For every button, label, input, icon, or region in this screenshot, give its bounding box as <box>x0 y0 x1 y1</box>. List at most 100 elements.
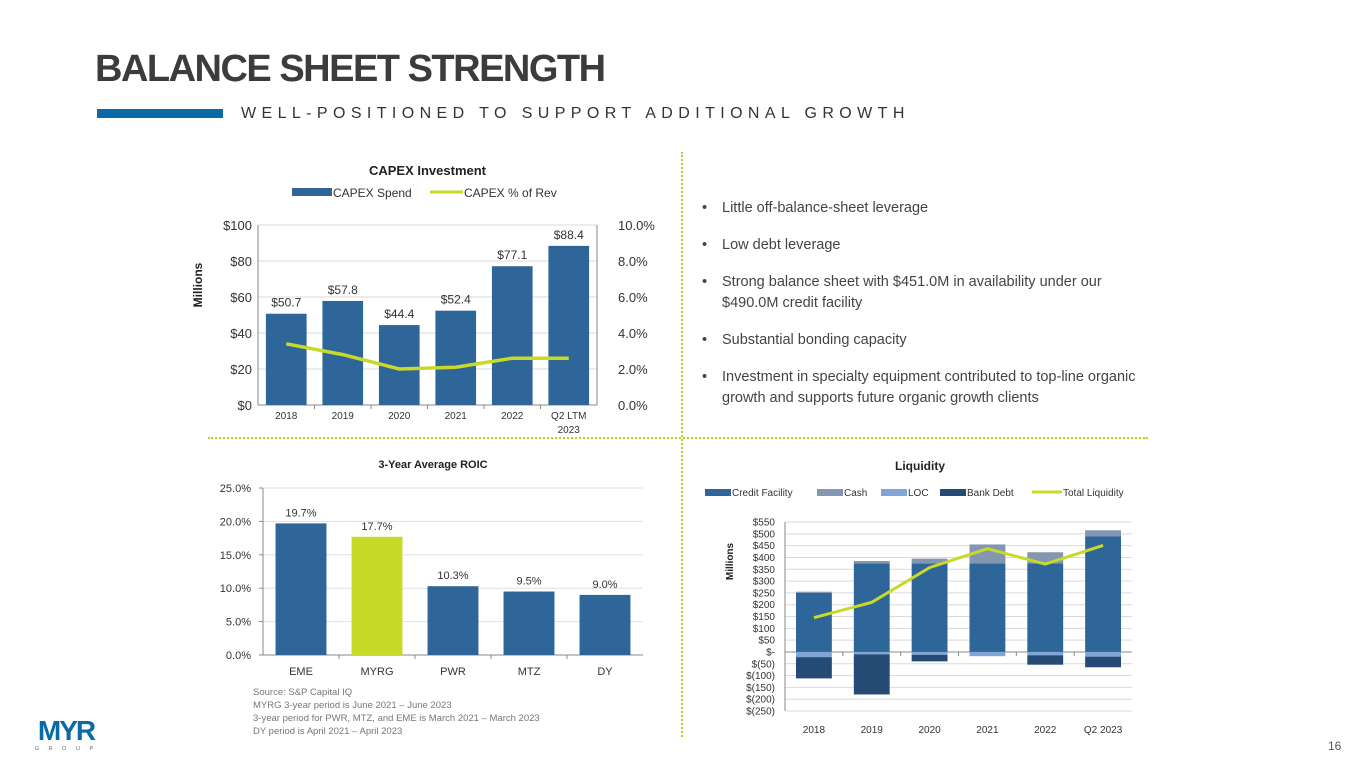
roic-bar <box>275 523 327 655</box>
y2-tick-label: 2.0% <box>618 362 648 377</box>
data-label: $44.4 <box>384 307 414 321</box>
data-label: $57.8 <box>328 283 358 297</box>
x-tick-label: Q2 LTM <box>551 411 586 422</box>
liquidity-bar-credit-facility <box>1085 536 1122 652</box>
legend-swatch <box>881 489 907 496</box>
bullet-item: Little off-balance-sheet leverage <box>700 198 1140 219</box>
y-axis-title: Millions <box>191 262 205 307</box>
y-tick-label: 20.0% <box>220 516 251 528</box>
liquidity-bar-loc <box>969 651 1006 657</box>
y-tick-label: $20 <box>230 362 252 377</box>
data-label: 10.3% <box>437 570 468 582</box>
y2-tick-label: 0.0% <box>618 398 648 413</box>
liquidity-bar-cash <box>1085 530 1122 537</box>
y2-tick-label: 4.0% <box>618 326 648 341</box>
x-tick-label: 2021 <box>445 411 468 422</box>
horizontal-divider <box>208 437 1148 439</box>
capex-bar <box>491 266 533 405</box>
liquidity-chart: Liquidity Credit Facility Cash LOC Bank Debt… <box>705 459 1132 736</box>
y-tick-label: $250 <box>753 588 776 599</box>
bullet-item: Strong balance sheet with $451.0M in ava… <box>700 272 1140 314</box>
y-tick-label: $150 <box>753 612 776 623</box>
bullet-list: Little off-balance-sheet leverage Low de… <box>700 198 1140 425</box>
liquidity-bar-credit-facility <box>911 563 948 652</box>
liquidity-bar-loc <box>795 651 832 658</box>
footnote-line: Source: S&P Capital IQ <box>253 687 353 698</box>
y-tick-label: $(250) <box>746 707 775 718</box>
y-tick-label: 0.0% <box>226 650 251 662</box>
x-tick-label: PWR <box>440 666 466 678</box>
capex-bar <box>548 245 590 405</box>
y-tick-label: $100 <box>753 624 776 635</box>
liquidity-bar-cash <box>1027 552 1064 564</box>
footnote-line: DY period is April 2021 – April 2023 <box>253 726 403 737</box>
data-label: 19.7% <box>285 507 316 519</box>
legend-label: Credit Facility <box>732 488 793 499</box>
liquidity-bar-cash <box>853 560 890 564</box>
x-tick-label: MYRG <box>361 666 394 678</box>
y2-tick-label: 8.0% <box>618 254 648 269</box>
y-tick-label: 15.0% <box>220 550 251 562</box>
legend-label: LOC <box>908 488 929 499</box>
y-tick-label: $(100) <box>746 671 775 682</box>
roic-chart: 3-Year Average ROIC 0.0% 5.0% 10.0% 15.0% 20.… <box>220 459 643 678</box>
page-number: 16 <box>1328 739 1342 753</box>
legend-label: Total Liquidity <box>1063 488 1124 499</box>
data-label: $52.4 <box>441 293 471 307</box>
total-liquidity-line <box>813 543 1104 620</box>
x-tick-label: 2018 <box>275 411 298 422</box>
bullet-item: Low debt leverage <box>700 235 1140 256</box>
y-tick-label: 10.0% <box>220 583 251 595</box>
page-subtitle: WELL-POSITIONED TO SUPPORT ADDITIONAL GR… <box>241 105 910 122</box>
legend-swatch <box>940 489 966 496</box>
y-tick-label: $450 <box>753 541 776 552</box>
roic-bar <box>503 591 555 655</box>
y-tick-label: 5.0% <box>226 617 251 629</box>
data-label: 9.5% <box>516 576 541 588</box>
liquidity-bar-bank-debt <box>795 657 832 679</box>
x-tick-label: 2020 <box>388 411 411 422</box>
y-tick-label: $(200) <box>746 695 775 706</box>
y-tick-label: 25.0% <box>220 483 251 495</box>
x-tick-label: 2019 <box>861 725 884 736</box>
capex-bar <box>435 310 477 405</box>
x-tick-label: DY <box>597 666 613 678</box>
liquidity-bar-bank-debt <box>853 654 890 695</box>
y-tick-label: $300 <box>753 577 776 588</box>
footnote: Source: S&P Capital IQ MYRG 3-year perio… <box>253 686 540 738</box>
liquidity-bar-credit-facility <box>795 592 832 652</box>
x-tick-label: 2023 <box>558 425 581 436</box>
liquidity-bar-loc <box>1027 651 1064 656</box>
bullet-item: Investment in specialty equipment contri… <box>700 367 1140 409</box>
y-tick-label: $40 <box>230 326 252 341</box>
y-tick-label: $50 <box>758 636 775 647</box>
liquidity-bar-loc <box>911 651 948 655</box>
y-tick-label: $60 <box>230 290 252 305</box>
chart-title: 3-Year Average ROIC <box>378 459 487 471</box>
y-tick-label: $200 <box>753 600 776 611</box>
capex-bar <box>265 313 307 405</box>
liquidity-bar-credit-facility <box>1027 563 1064 652</box>
y-tick-label: $350 <box>753 565 776 576</box>
page-title: BALANCE SHEET STRENGTH <box>95 48 606 90</box>
legend-label: Cash <box>844 488 867 499</box>
legend-label: Bank Debt <box>967 488 1014 499</box>
liquidity-bar-cash <box>911 558 948 564</box>
data-label: 9.0% <box>592 579 617 591</box>
bullet-item: Substantial bonding capacity <box>700 330 1140 351</box>
y2-tick-label: 10.0% <box>618 218 655 233</box>
accent-bar <box>97 109 223 118</box>
y-tick-label: $550 <box>753 518 776 529</box>
legend-label: CAPEX % of Rev <box>464 186 557 200</box>
y-tick-label: $0 <box>238 398 252 413</box>
y-tick-label: $(150) <box>746 683 775 694</box>
legend-label: CAPEX Spend <box>333 186 412 200</box>
x-tick-label: 2021 <box>976 725 999 736</box>
data-label: $77.1 <box>497 248 527 262</box>
legend-swatch <box>705 489 731 496</box>
liquidity-bar-bank-debt <box>1085 656 1122 668</box>
y-tick-label: $- <box>766 647 775 658</box>
legend-swatch-capex-spend <box>292 188 332 196</box>
capex-chart: CAPEX Investment CAPEX Spend CAPEX % of Re… <box>191 163 655 436</box>
logo-text: MYR <box>38 715 96 746</box>
